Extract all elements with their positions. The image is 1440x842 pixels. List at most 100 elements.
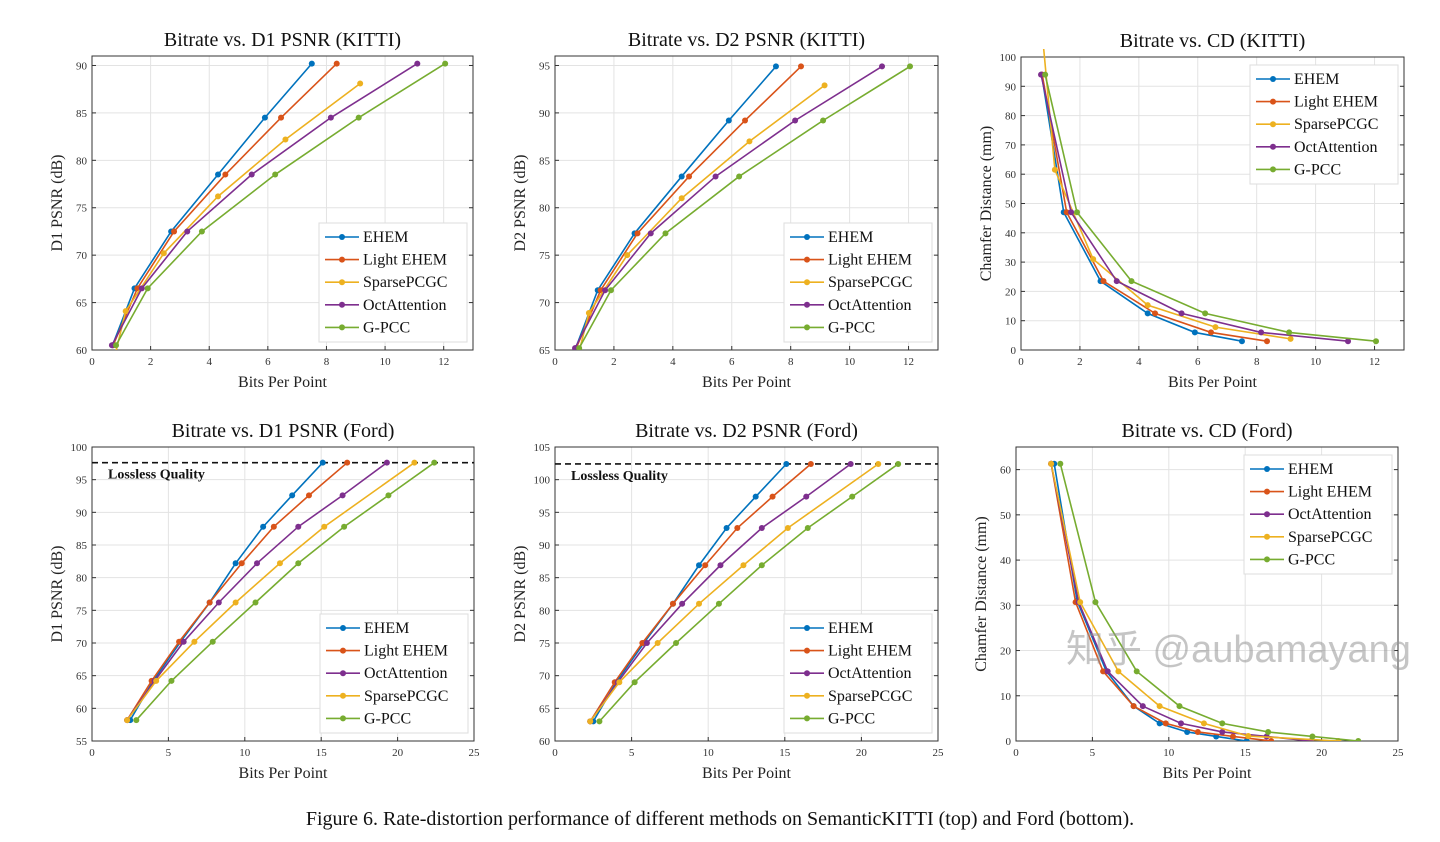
legend-label: SparsePCGC <box>1294 116 1378 133</box>
data-point <box>1038 71 1045 78</box>
legend-marker <box>340 670 346 677</box>
data-point <box>679 600 686 607</box>
x-axis-label: Bits Per Point <box>702 374 791 391</box>
watermark: 知乎 @aubamayang <box>1066 629 1411 671</box>
data-point <box>124 717 131 724</box>
data-point <box>1139 703 1146 710</box>
y-tick-label: 80 <box>1005 111 1017 123</box>
x-tick-label: 2 <box>148 356 154 368</box>
legend-marker <box>804 234 810 240</box>
y-tick-label: 30 <box>1005 257 1017 269</box>
x-tick-label: 0 <box>552 356 558 368</box>
y-axis-label: D1 PSNR (dB) <box>49 155 66 252</box>
data-point <box>270 523 277 530</box>
y-tick-label: 90 <box>76 507 88 519</box>
x-tick-label: 25 <box>933 747 945 759</box>
x-tick-label: 8 <box>788 356 794 368</box>
data-point <box>133 717 140 724</box>
data-point <box>1258 329 1265 336</box>
data-point <box>1063 209 1070 216</box>
legend-label: Light EHEM <box>363 252 447 269</box>
data-point <box>742 117 749 124</box>
series-line-light-ehem <box>575 65 802 349</box>
data-point <box>673 640 680 646</box>
data-point <box>1345 338 1352 345</box>
data-point <box>1309 733 1316 740</box>
series-group <box>1038 49 1380 345</box>
chart-1: 0 2 4 6 8 10 12 60 65 70 75 80 85 90 EHEM Light EHEM Spa… <box>49 29 474 391</box>
data-point <box>357 80 364 87</box>
data-point <box>1152 310 1159 317</box>
data-point <box>184 228 191 235</box>
chart-title: Bitrate vs. CD (KITTI) <box>1120 30 1306 52</box>
data-point <box>875 460 882 467</box>
legend-label: SparsePCGC <box>828 274 912 291</box>
data-point <box>108 342 115 349</box>
y-tick-label: 10 <box>1005 316 1017 328</box>
data-point <box>1184 728 1191 735</box>
lossless-quality-label: Lossless Quality <box>108 468 205 483</box>
y-tick-label: 65 <box>539 345 551 357</box>
legend-label: Light EHEM <box>1288 484 1372 501</box>
data-point <box>272 171 279 178</box>
y-tick-label: 90 <box>76 60 88 72</box>
data-point <box>238 560 245 567</box>
legend-marker <box>1264 511 1270 518</box>
y-tick-label: 100 <box>71 442 88 454</box>
legend-marker <box>340 647 346 654</box>
series-line-octattention <box>1040 74 1349 343</box>
lossless-quality-label: Lossless Quality <box>571 469 668 484</box>
data-point <box>252 599 259 606</box>
x-tick-label: 0 <box>1018 356 1024 368</box>
y-tick-label: 40 <box>1005 228 1017 240</box>
data-point <box>1100 668 1107 675</box>
x-tick-label: 15 <box>779 747 791 759</box>
series-line-light-ehem <box>589 463 812 722</box>
data-point <box>1073 209 1080 216</box>
legend-label: G-PCC <box>1294 161 1341 178</box>
data-point <box>1268 738 1275 741</box>
series-line-sparsepcgc <box>115 82 361 350</box>
chart-6: 0 5 10 15 20 25 0 10 20 30 40 50 60 EHEM Light EHEM Oct… <box>973 420 1404 782</box>
data-point <box>339 492 346 499</box>
legend-marker <box>804 647 810 654</box>
data-point <box>138 285 145 292</box>
y-tick-label: 85 <box>539 573 551 585</box>
series-line-ehem <box>129 462 324 721</box>
legend-marker <box>804 715 810 722</box>
x-tick-label: 8 <box>1254 356 1260 368</box>
x-tick-label: 4 <box>670 356 676 368</box>
data-point <box>261 114 268 121</box>
x-tick-label: 20 <box>1316 747 1328 759</box>
data-point <box>355 114 362 121</box>
legend-marker <box>1270 76 1276 82</box>
y-tick-label: 30 <box>1000 600 1012 612</box>
data-point <box>278 114 285 121</box>
x-tick-label: 6 <box>265 356 271 368</box>
data-point <box>678 173 685 180</box>
legend: EHEM Light EHEM SparsePCGC OctAttention G-PC… <box>783 222 933 343</box>
data-point <box>308 60 315 67</box>
legend-label: EHEM <box>1288 461 1333 478</box>
y-tick-label: 0 <box>1006 736 1012 748</box>
y-tick-label: 105 <box>534 442 551 454</box>
legend-label: G-PCC <box>1288 551 1335 568</box>
data-point <box>215 171 222 178</box>
data-point <box>662 230 669 237</box>
y-tick-label: 95 <box>539 507 551 519</box>
data-point <box>820 117 827 124</box>
data-point <box>736 173 743 180</box>
data-point <box>1245 733 1252 740</box>
y-tick-label: 95 <box>76 475 88 487</box>
x-tick-label: 6 <box>729 356 735 368</box>
legend-marker <box>339 301 345 308</box>
data-point <box>783 460 790 467</box>
data-point <box>631 679 638 686</box>
data-point <box>1208 329 1215 336</box>
data-point <box>282 136 289 143</box>
y-tick-label: 75 <box>76 605 88 617</box>
legend-marker <box>804 279 810 286</box>
chart-title: Bitrate vs. D2 PSNR (KITTI) <box>628 29 865 51</box>
x-tick-label: 15 <box>1240 747 1252 759</box>
